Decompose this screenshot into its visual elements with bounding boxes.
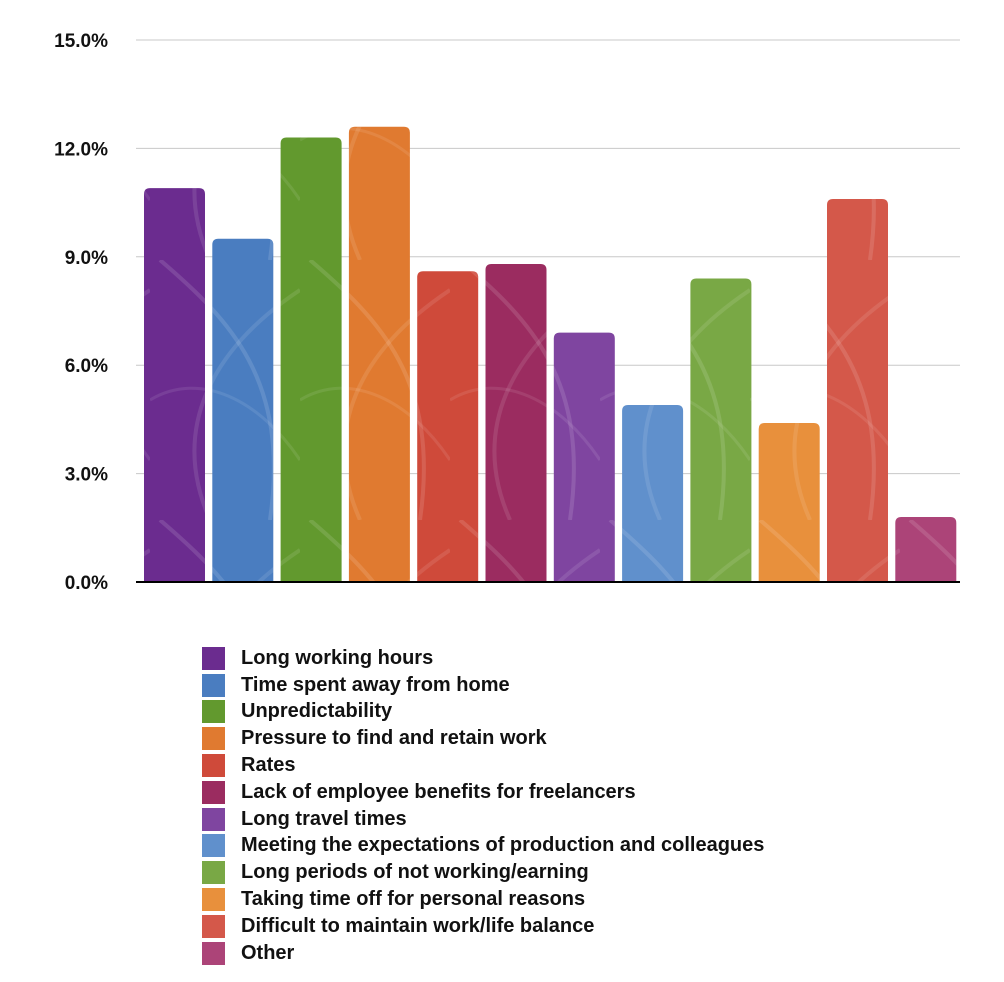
legend-label: Difficult to maintain work/life balance	[241, 914, 595, 937]
legend-item: Meeting the expectations of production a…	[202, 833, 764, 860]
legend-label: Pressure to find and retain work	[241, 727, 547, 750]
legend-swatch	[202, 700, 225, 724]
y-tick-label: 15.0%	[54, 31, 108, 52]
legend-label: Long periods of not working/earning	[241, 861, 589, 884]
legend-item: Lack of employee benefits for freelancer…	[202, 779, 764, 806]
bars	[144, 126, 957, 582]
legend-item: Other	[202, 940, 764, 967]
legend-label: Meeting the expectations of production a…	[241, 834, 765, 857]
legend-item: Long working hours	[202, 645, 764, 672]
legend-swatch	[202, 861, 225, 885]
y-tick-label: 9.0%	[65, 248, 108, 269]
legend-swatch	[202, 727, 225, 751]
legend-label: Long travel times	[241, 807, 407, 830]
bar-texture	[690, 278, 752, 582]
legend-label: Time spent away from home	[241, 673, 510, 696]
legend-swatch	[202, 780, 225, 804]
legend-swatch	[202, 888, 225, 912]
legend-item: Taking time off for personal reasons	[202, 886, 764, 913]
legend-label: Lack of employee benefits for freelancer…	[241, 780, 636, 803]
legend-item: Long periods of not working/earning	[202, 859, 764, 886]
bar-texture	[280, 137, 342, 582]
bar-texture	[348, 126, 410, 582]
bar-texture	[212, 238, 274, 582]
y-axis-ticks: 0.0% 3.0% 6.0% 9.0% 12.0% 15.0%	[54, 31, 108, 594]
legend-swatch	[202, 914, 225, 938]
legend-item: Pressure to find and retain work	[202, 725, 764, 752]
legend-label: Taking time off for personal reasons	[241, 888, 586, 911]
legend-label: Unpredictability	[241, 700, 393, 723]
bar-texture	[622, 404, 684, 582]
bar-texture	[758, 423, 820, 582]
bar-texture	[895, 516, 957, 582]
bar-texture	[144, 188, 205, 582]
legend-item: Difficult to maintain work/life balance	[202, 913, 764, 940]
legend-swatch	[202, 941, 225, 965]
legend-swatch	[202, 754, 225, 778]
legend-swatch	[202, 673, 225, 697]
legend-item: Unpredictability	[202, 699, 764, 726]
bar-texture	[553, 332, 615, 582]
legend-label: Other	[241, 941, 295, 964]
y-tick-label: 12.0%	[54, 139, 108, 160]
legend-swatch	[202, 646, 225, 670]
y-tick-label: 3.0%	[65, 465, 108, 486]
legend-swatch	[202, 834, 225, 858]
bar-texture	[417, 271, 479, 582]
legend-item: Long travel times	[202, 806, 764, 833]
bar-texture	[827, 198, 888, 582]
gridlines	[136, 39, 960, 475]
legend-item: Time spent away from home	[202, 672, 764, 699]
legend: Long working hours Time spent away from h…	[202, 645, 764, 967]
bar-chart: 0.0% 3.0% 6.0% 9.0% 12.0% 15.0%	[54, 31, 960, 594]
y-tick-label: 6.0%	[65, 356, 108, 377]
legend-label: Long working hours	[241, 646, 434, 669]
legend-swatch	[202, 807, 225, 831]
legend-label: Rates	[241, 754, 296, 777]
bar-texture	[485, 264, 547, 582]
y-tick-label: 0.0%	[65, 573, 108, 594]
legend-item: Rates	[202, 752, 764, 779]
